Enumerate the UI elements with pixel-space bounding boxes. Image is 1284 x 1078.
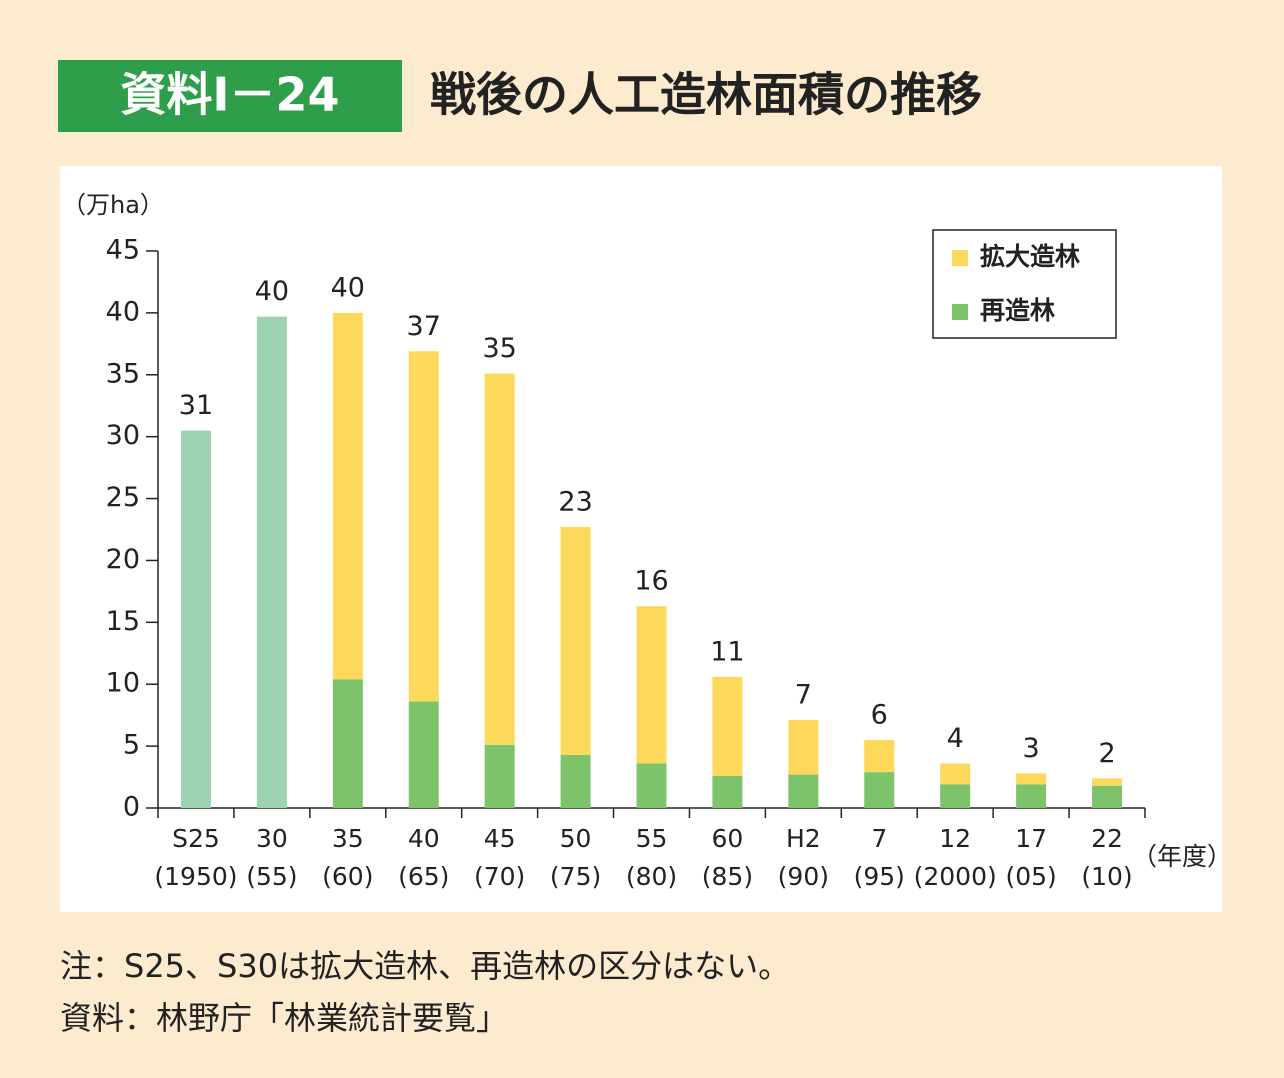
x-tick-label: (1950) (154, 862, 237, 891)
x-tick-label: 7 (871, 824, 887, 853)
bar-segment (332, 312, 363, 680)
x-tick-label: (05) (1005, 862, 1056, 891)
x-axis-label: （年度） (1132, 842, 1232, 871)
note: 注：S25、S30は拡大造林、再造林の区分はない。 (60, 947, 790, 985)
y-tick-label: 0 (123, 792, 140, 823)
source: 資料：林野庁「林業統計要覧」 (60, 999, 508, 1037)
bar-segment (1016, 773, 1047, 785)
bar-segment (408, 701, 439, 808)
bar-segment (408, 351, 439, 702)
y-tick-label: 30 (106, 420, 140, 451)
x-tick-label: (85) (702, 862, 753, 891)
y-tick-label: 35 (106, 358, 140, 389)
x-tick-label: 17 (1015, 824, 1047, 853)
chart-title: 戦後の人工造林面積の推移 (430, 68, 982, 122)
x-tick-label: (60) (322, 862, 373, 891)
value-label: 40 (331, 272, 365, 303)
value-label: 11 (710, 636, 744, 667)
value-label: 7 (795, 680, 812, 711)
x-tick-label: 22 (1091, 824, 1123, 853)
badge-box (58, 60, 402, 132)
legend-swatch (952, 304, 968, 320)
value-label: 16 (634, 566, 668, 597)
value-label: 2 (1098, 738, 1115, 769)
bar-segment (636, 763, 667, 808)
legend-swatch (952, 250, 968, 266)
x-tick-label: 55 (636, 824, 668, 853)
bar-segment (864, 772, 895, 808)
x-tick-label: (80) (626, 862, 677, 891)
bar (256, 316, 287, 808)
value-label: 23 (558, 487, 592, 518)
bar-segment (712, 676, 743, 776)
bar-segment (1092, 778, 1123, 786)
bar-segment (560, 754, 591, 808)
y-tick-label: 20 (106, 544, 140, 575)
value-label: 37 (407, 311, 441, 342)
y-tick-label: 25 (106, 482, 140, 513)
bar-segment (636, 606, 667, 764)
x-tick-label: 45 (484, 824, 516, 853)
x-tick-label: (10) (1081, 862, 1132, 891)
x-tick-label: 60 (712, 824, 744, 853)
x-tick-label: (70) (474, 862, 525, 891)
value-label: 35 (482, 333, 516, 364)
x-tick-label: 40 (408, 824, 440, 853)
y-axis-label: （万ha） (62, 191, 164, 219)
legend-label: 再造林 (980, 296, 1055, 325)
x-tick-label: 12 (939, 824, 971, 853)
bar-segment (332, 679, 363, 808)
bar-segment (1092, 785, 1123, 808)
value-label: 3 (1023, 733, 1040, 764)
x-tick-label: (75) (550, 862, 601, 891)
x-tick-label: 35 (332, 824, 364, 853)
bar-segment (560, 527, 591, 755)
bar-segment (940, 784, 971, 808)
x-tick-label: (55) (246, 862, 297, 891)
x-tick-label: (2000) (914, 862, 997, 891)
x-tick-label: 30 (256, 824, 288, 853)
x-tick-label: (95) (854, 862, 905, 891)
x-tick-label: (90) (778, 862, 829, 891)
bar-segment (788, 774, 819, 808)
bar-segment (940, 763, 971, 785)
x-tick-label: 50 (560, 824, 592, 853)
x-tick-label: S25 (172, 824, 220, 853)
bar-segment (1016, 784, 1047, 808)
y-tick-label: 45 (106, 235, 140, 266)
value-label: 4 (947, 723, 964, 754)
y-tick-label: 10 (106, 668, 140, 699)
y-tick-label: 5 (123, 730, 140, 761)
bar-segment (864, 739, 895, 773)
bar-segment (484, 373, 515, 745)
y-tick-label: 15 (106, 606, 140, 637)
value-label: 6 (871, 699, 888, 730)
value-label: 40 (255, 276, 289, 307)
value-label: 31 (179, 390, 213, 421)
badge: 資料Ⅰ－24 (120, 68, 339, 122)
x-tick-label: H2 (786, 824, 821, 853)
bar-segment (484, 744, 515, 808)
bar-segment (788, 720, 819, 775)
bar (180, 430, 211, 808)
bar-segment (712, 775, 743, 808)
legend-label: 拡大造林 (980, 242, 1080, 271)
x-tick-label: (65) (398, 862, 449, 891)
y-tick-label: 40 (106, 296, 140, 327)
